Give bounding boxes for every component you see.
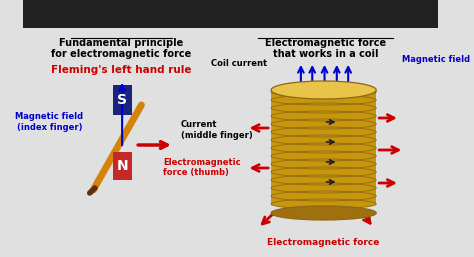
Ellipse shape	[271, 119, 376, 129]
Ellipse shape	[271, 87, 376, 97]
Ellipse shape	[271, 111, 376, 121]
Text: S: S	[117, 93, 127, 107]
FancyBboxPatch shape	[271, 116, 376, 124]
FancyBboxPatch shape	[271, 108, 376, 116]
FancyBboxPatch shape	[271, 92, 376, 100]
Ellipse shape	[271, 159, 376, 169]
FancyBboxPatch shape	[271, 124, 376, 132]
FancyBboxPatch shape	[112, 152, 132, 180]
Text: Electromagnetic Force that Occurs in Superconducting Coil: Electromagnetic Force that Occurs in Sup…	[24, 7, 438, 21]
FancyBboxPatch shape	[271, 172, 376, 180]
FancyBboxPatch shape	[271, 140, 376, 148]
Ellipse shape	[271, 103, 376, 113]
Ellipse shape	[271, 167, 376, 177]
Text: Electromagnetic force: Electromagnetic force	[267, 238, 380, 247]
Text: for electromagnetic force: for electromagnetic force	[51, 49, 191, 59]
Ellipse shape	[271, 199, 376, 209]
Ellipse shape	[271, 151, 376, 161]
Text: Magnetic field
(index finger): Magnetic field (index finger)	[15, 112, 83, 132]
Text: N: N	[116, 159, 128, 173]
FancyBboxPatch shape	[271, 196, 376, 204]
FancyBboxPatch shape	[271, 156, 376, 164]
FancyBboxPatch shape	[271, 164, 376, 172]
Ellipse shape	[271, 127, 376, 137]
Text: Electromagnetic force: Electromagnetic force	[265, 38, 386, 48]
Ellipse shape	[271, 143, 376, 153]
Ellipse shape	[271, 95, 376, 105]
Ellipse shape	[271, 206, 376, 220]
FancyBboxPatch shape	[271, 100, 376, 108]
Text: Current
(middle finger): Current (middle finger)	[181, 120, 253, 140]
Text: Fundamental principle: Fundamental principle	[59, 38, 183, 48]
Text: that works in a coil: that works in a coil	[273, 49, 378, 59]
FancyBboxPatch shape	[271, 132, 376, 140]
FancyBboxPatch shape	[112, 85, 132, 115]
FancyBboxPatch shape	[23, 0, 438, 28]
Text: Fleming's left hand rule: Fleming's left hand rule	[51, 65, 191, 75]
Ellipse shape	[271, 81, 376, 99]
Ellipse shape	[271, 135, 376, 145]
Text: Magnetic field: Magnetic field	[401, 56, 470, 65]
Ellipse shape	[271, 183, 376, 193]
Text: Electromagnetic
force (thumb): Electromagnetic force (thumb)	[164, 158, 241, 177]
FancyBboxPatch shape	[271, 148, 376, 156]
Ellipse shape	[271, 175, 376, 185]
FancyBboxPatch shape	[271, 188, 376, 196]
Text: Coil current: Coil current	[210, 60, 267, 69]
Ellipse shape	[271, 191, 376, 201]
FancyBboxPatch shape	[271, 180, 376, 188]
